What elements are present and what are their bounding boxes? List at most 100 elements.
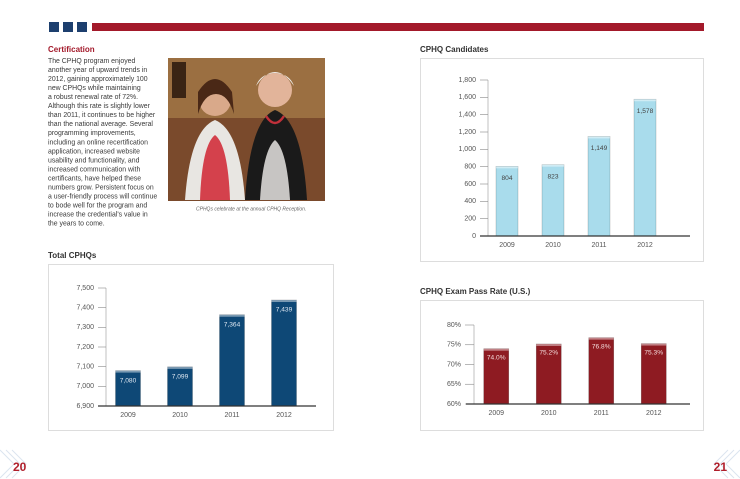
x-tick-label: 2012	[646, 410, 662, 417]
y-tick-label: 6,900	[76, 403, 94, 410]
bar-highlight	[536, 343, 562, 346]
body-line: Although this rate is slightly lower	[48, 103, 151, 110]
body-line: than 2011, it continues to be higher	[48, 112, 156, 119]
body-line: the years to come.	[48, 221, 105, 228]
header-square	[49, 22, 59, 32]
body-line: a user-friendly process will continue	[48, 194, 157, 201]
bar-highlight	[483, 348, 509, 351]
bar-highlight	[115, 370, 141, 373]
x-tick-label: 2009	[120, 412, 136, 419]
y-tick-label: 1,800	[458, 77, 476, 84]
body-line: increase the credential's value in	[48, 212, 148, 219]
section-heading: Certification	[48, 45, 95, 54]
y-tick-label: 600	[464, 181, 476, 188]
page-number: 20	[13, 460, 27, 474]
y-tick-label: 1,600	[458, 94, 476, 101]
value-label: 823	[547, 173, 558, 180]
body-line: usability and functionality, and	[48, 157, 140, 164]
body-line: than the national average. Several	[48, 121, 153, 128]
body-line: including an online recertification	[48, 139, 148, 146]
bar-highlight	[641, 343, 667, 346]
bar-highlight	[588, 337, 614, 340]
bar	[535, 343, 562, 405]
ornament	[0, 449, 740, 479]
bar	[640, 343, 667, 405]
page-number: 21	[714, 460, 728, 474]
bar	[271, 299, 297, 407]
bar	[483, 348, 510, 405]
x-tick-label: 2011	[594, 410, 609, 417]
y-tick-label: 7,400	[76, 305, 94, 312]
photo	[168, 58, 325, 201]
y-tick-label: 0	[472, 233, 476, 240]
y-tick-label: 200	[464, 216, 476, 223]
y-tick-label: 400	[464, 198, 476, 205]
body-line: programming improvements,	[48, 130, 136, 137]
body-line: The CPHQ program enjoyed	[48, 58, 135, 65]
body-line: numbers grow. Persistent focus on	[48, 185, 154, 192]
y-tick-label: 70%	[447, 361, 461, 368]
y-tick-label: 7,200	[76, 344, 94, 351]
body-line: increased communication with	[48, 166, 140, 173]
header-square	[77, 22, 87, 32]
body-line: new CPHQs while maintaining	[48, 85, 141, 92]
value-label: 804	[501, 175, 512, 182]
x-tick-label: 2012	[276, 412, 292, 419]
body-line: application, increased website	[48, 148, 140, 155]
value-label: 76.8%	[592, 343, 611, 350]
value-label: 7,080	[120, 377, 137, 384]
header-bar	[92, 23, 704, 31]
value-label: 1,578	[637, 108, 654, 115]
value-label: 7,099	[172, 374, 189, 381]
y-tick-label: 60%	[447, 401, 461, 408]
bar-highlight	[588, 136, 610, 139]
bar	[167, 366, 193, 407]
y-tick-label: 800	[464, 164, 476, 171]
bar	[219, 314, 245, 407]
y-tick-label: 1,000	[458, 146, 476, 153]
bar-highlight	[271, 299, 297, 302]
value-label: 75.2%	[539, 350, 558, 357]
bar-highlight	[634, 99, 656, 102]
x-tick-label: 2010	[545, 242, 561, 249]
y-tick-label: 1,200	[458, 129, 476, 136]
y-tick-label: 7,300	[76, 324, 94, 331]
chart-frame	[420, 300, 704, 431]
y-tick-label: 7,100	[76, 364, 94, 371]
value-label: 1,149	[591, 145, 608, 152]
body-line: to bode well for the program and	[48, 203, 147, 210]
x-tick-label: 2009	[488, 410, 504, 417]
y-tick-label: 65%	[447, 381, 461, 388]
photo-caption: CPHQs celebrate at the annual CPHQ Recep…	[196, 206, 306, 212]
value-label: 7,364	[224, 321, 241, 328]
charts: CPHQ Candidates 0 200 400 600 800 1,000 1,200 1,…	[48, 45, 690, 419]
body-line: another year of upward trends in	[48, 67, 147, 74]
value-label: 74.0%	[487, 354, 506, 361]
chart-title: CPHQ Candidates	[420, 45, 489, 54]
y-tick-label: 75%	[447, 342, 461, 349]
x-tick-label: 2011	[591, 242, 606, 249]
chart-frame	[48, 264, 334, 431]
bar	[633, 98, 657, 237]
x-tick-label: 2011	[224, 412, 239, 419]
body-text: The CPHQ program enjoyed another year of …	[48, 58, 157, 228]
body-line: 2012, gaining approximately 100	[48, 76, 148, 83]
value-label: 75.3%	[644, 349, 663, 356]
chart-title: CPHQ Exam Pass Rate (U.S.)	[420, 287, 531, 296]
header-square	[63, 22, 73, 32]
x-tick-label: 2012	[637, 242, 653, 249]
y-tick-label: 1,400	[458, 112, 476, 119]
y-tick-label: 7,000	[76, 383, 94, 390]
body-line: a robust renewal rate of 72%.	[48, 94, 138, 101]
x-tick-label: 2010	[541, 410, 557, 417]
x-tick-label: 2010	[172, 412, 188, 419]
x-tick-label: 2009	[499, 242, 515, 249]
bar-highlight	[219, 314, 245, 317]
y-tick-label: 80%	[447, 322, 461, 329]
chart-title: Total CPHQs	[48, 251, 97, 260]
y-tick-label: 7,500	[76, 285, 94, 292]
bar-highlight	[496, 166, 518, 169]
bar-highlight	[167, 366, 193, 369]
bar-highlight	[542, 164, 564, 167]
